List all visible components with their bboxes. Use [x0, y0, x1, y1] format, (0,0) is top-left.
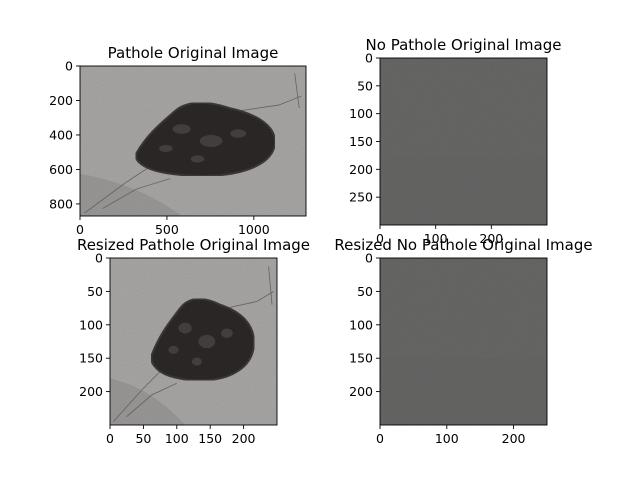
x-tick-label: 0	[76, 222, 84, 237]
subplot-1: 0 500 1000 0 200 400 600 800 Pathole Original Im…	[49, 44, 307, 237]
subplot-title: No Pathole Original Image	[366, 36, 562, 54]
crack-line	[238, 95, 302, 112]
asphalt-surface	[380, 58, 547, 225]
y-tick-label: 50	[87, 284, 103, 299]
subplot-title: Resized No Pathole Original Image	[334, 236, 592, 254]
y-tick-label: 0	[95, 251, 103, 266]
crack-line	[102, 178, 171, 209]
pothole-pit	[198, 334, 216, 349]
road-shadow	[80, 174, 182, 216]
crack-line	[84, 167, 149, 214]
subplot-title: Pathole Original Image	[108, 44, 279, 62]
y-tick-label: 200	[349, 384, 373, 399]
pothole-pit	[230, 129, 247, 138]
crack-line	[294, 73, 300, 109]
y-tick-label: 0	[365, 51, 373, 66]
x-tick-label: 50	[135, 431, 151, 446]
pothole-pit	[199, 135, 223, 147]
x-tick-label: 0	[106, 431, 114, 446]
crack-line	[268, 266, 273, 305]
axes-frame	[79, 65, 307, 217]
asphalt-shade	[380, 358, 547, 425]
pothole-pit	[172, 124, 191, 134]
pothole-pit	[190, 155, 205, 163]
road-shadow	[110, 378, 186, 425]
asphalt-shade	[380, 158, 547, 225]
y-tick-label: 0	[365, 251, 373, 266]
subplot-title: Resized Pathole Original Image	[77, 236, 310, 254]
subplot-3: 0 50 100 150 200 0 50 100 150 200 Resized Pathole …	[77, 236, 310, 446]
x-tick-label: 200	[232, 431, 256, 446]
x-tick-label: 100	[424, 231, 448, 246]
y-tick-label: 150	[349, 351, 373, 366]
y-tick-label: 0	[65, 59, 73, 74]
crack-line	[113, 371, 161, 422]
x-tick-label: 100	[165, 431, 189, 446]
crack-line	[226, 291, 274, 309]
y-tick-label: 150	[79, 351, 103, 366]
y-tick-label: 250	[349, 190, 373, 205]
pothole-pit	[168, 345, 179, 354]
y-tick-label: 200	[79, 384, 103, 399]
y-tick-label: 600	[49, 162, 73, 177]
pothole-pit	[191, 357, 202, 366]
subplot-2: 0 100 200 0 50 100 150 200 250 No Pathole Origina…	[349, 36, 561, 246]
x-tick-label: 200	[479, 231, 503, 246]
x-tick-label: 150	[198, 431, 222, 446]
y-tick-label: 50	[357, 78, 373, 93]
y-tick-label: 100	[349, 317, 373, 332]
pothole-pit	[221, 328, 233, 338]
pothole-pit	[159, 144, 173, 153]
y-tick-label: 400	[49, 127, 73, 142]
pothole-pit	[178, 322, 192, 334]
y-tick-label: 200	[349, 162, 373, 177]
x-tick-label: 200	[502, 431, 526, 446]
y-tick-label: 150	[349, 134, 373, 149]
x-tick-label: 500	[155, 222, 179, 237]
subplot-4: 0 100 200 0 50 100 150 200 Resized No Pathole Or…	[334, 236, 592, 446]
asphalt-surface	[380, 258, 547, 425]
x-tick-label: 0	[376, 431, 384, 446]
y-tick-label: 100	[349, 106, 373, 121]
y-tick-label: 50	[357, 284, 373, 299]
x-tick-label: 1000	[238, 222, 270, 237]
y-tick-label: 200	[49, 93, 73, 108]
x-tick-label: 100	[435, 431, 459, 446]
crack-line	[126, 382, 177, 417]
axes-frame	[379, 257, 548, 426]
y-tick-label: 800	[49, 196, 73, 211]
axes-frame	[109, 257, 278, 426]
y-tick-label: 100	[79, 317, 103, 332]
x-tick-label: 0	[376, 231, 384, 246]
